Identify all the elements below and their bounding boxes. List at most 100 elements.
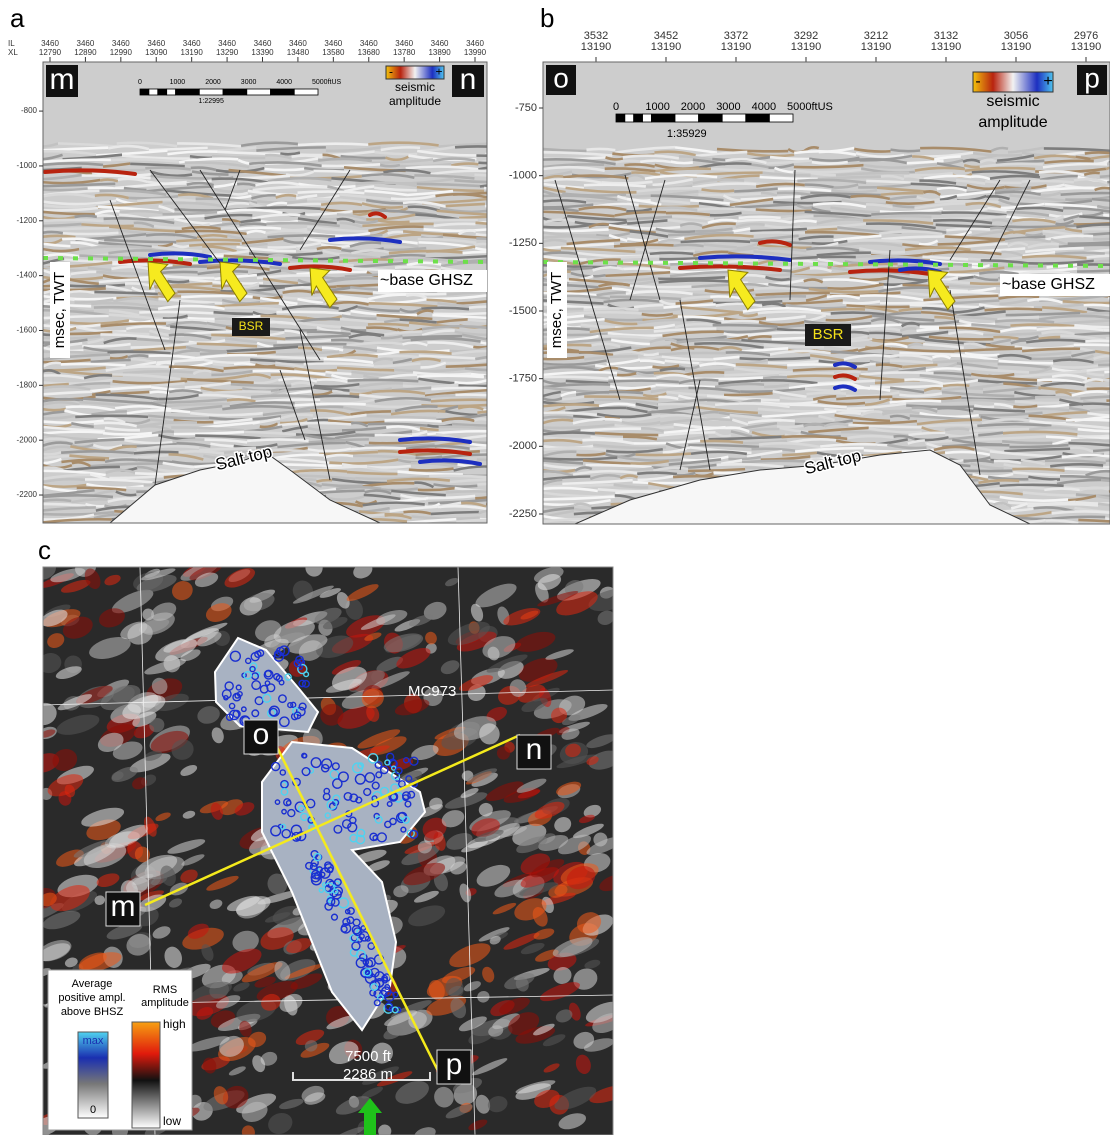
scale-segment (199, 89, 223, 95)
y-tick-label: -2250 (509, 508, 537, 520)
reflector (974, 405, 994, 407)
reflector (75, 416, 148, 417)
reflector (1000, 485, 1064, 486)
header-xl: 13190 (721, 41, 752, 53)
reflector (43, 220, 104, 221)
header-xl: 13390 (251, 48, 274, 57)
scale-segment (149, 89, 158, 95)
reflector (644, 353, 659, 355)
y-axis-label: msec, TWT (51, 272, 68, 348)
y-tick-label: -1400 (17, 271, 38, 280)
reflector (739, 217, 781, 218)
scale-segment (722, 114, 746, 122)
panel-label: c (38, 535, 51, 565)
reflector (543, 253, 577, 254)
scale-segment (675, 114, 699, 122)
reflector (780, 397, 814, 399)
reflector (477, 411, 523, 413)
reflector (871, 213, 941, 214)
reflector (485, 152, 546, 154)
colorbar (132, 1022, 160, 1128)
reflector (314, 396, 359, 397)
reflector (486, 504, 538, 507)
legend-title: RMS (153, 984, 177, 996)
header-xl: 13480 (287, 48, 310, 57)
y-tick-label: -2200 (17, 490, 38, 499)
legend-title: seismic (986, 93, 1039, 110)
scale-label: 2000 (681, 101, 705, 113)
point-label: m (111, 890, 136, 923)
reflector (381, 489, 418, 490)
scale-segment (158, 89, 167, 95)
reflector (659, 353, 726, 355)
reflector (640, 161, 671, 162)
scale-segment (616, 114, 625, 122)
reflector (480, 183, 534, 186)
corner-label: n (460, 63, 477, 96)
legend-minus: - (389, 65, 393, 79)
scale-segment (643, 114, 652, 122)
header-xl: 13090 (145, 48, 168, 57)
scale-segment (140, 89, 149, 95)
scale-segment (167, 89, 176, 95)
reflector (891, 150, 921, 152)
scale-label: 3000 (716, 101, 740, 113)
y-tick-label: -1500 (509, 305, 537, 317)
legend-title: above BHSZ (61, 1006, 124, 1018)
header-il: 3460 (77, 39, 95, 48)
panel-label: b (540, 3, 554, 33)
legend-plus: + (435, 65, 442, 79)
reflector (264, 169, 304, 170)
reflector (480, 452, 550, 454)
reflector (103, 433, 152, 434)
legend-low: low (163, 1114, 181, 1128)
reflector (348, 380, 419, 381)
reflector (650, 253, 693, 254)
reflector (380, 165, 400, 166)
reflector (43, 232, 63, 233)
header-xl: 12890 (74, 48, 97, 57)
header-xl: 13190 (791, 41, 822, 53)
corner-label: m (50, 63, 75, 96)
reflector (586, 149, 615, 150)
y-axis-label: msec, TWT (548, 272, 565, 348)
header-il: 3460 (112, 39, 130, 48)
block-label: MC973 (408, 683, 456, 700)
reflector (1044, 489, 1080, 490)
scale-segment (699, 114, 723, 122)
y-tick-label: -1600 (17, 326, 38, 335)
reflector (674, 245, 704, 246)
header-il: 3460 (466, 39, 484, 48)
reflector (630, 286, 692, 288)
scale-label: 0 (613, 101, 619, 113)
scale-segment (651, 114, 675, 122)
scale-label: 4000 (752, 101, 776, 113)
reflector (63, 233, 119, 234)
header-il: 3460 (218, 39, 236, 48)
reflector (176, 240, 242, 241)
reflector (1013, 406, 1037, 407)
header-il: 3460 (147, 39, 165, 48)
reflector (378, 356, 419, 357)
header-xl: 13780 (393, 48, 416, 57)
reflector (945, 429, 969, 430)
legend-plus: + (1043, 73, 1052, 90)
reflector (61, 364, 126, 365)
reflector (637, 473, 677, 474)
reflector (43, 500, 71, 501)
scale-label: 5000ftUS (787, 101, 833, 113)
reflector (298, 144, 368, 145)
reflector (985, 309, 1043, 310)
reflector (61, 285, 125, 286)
header-xl: 13990 (464, 48, 487, 57)
reflector (230, 193, 248, 194)
y-tick-label: -1000 (17, 161, 38, 170)
y-tick-label: -2000 (509, 440, 537, 452)
scale-label: 5000ftUS (312, 79, 342, 86)
reflector (1055, 253, 1105, 255)
reflector (139, 312, 213, 313)
reflector (463, 252, 499, 253)
reflector (742, 461, 805, 463)
reflector (239, 224, 266, 225)
